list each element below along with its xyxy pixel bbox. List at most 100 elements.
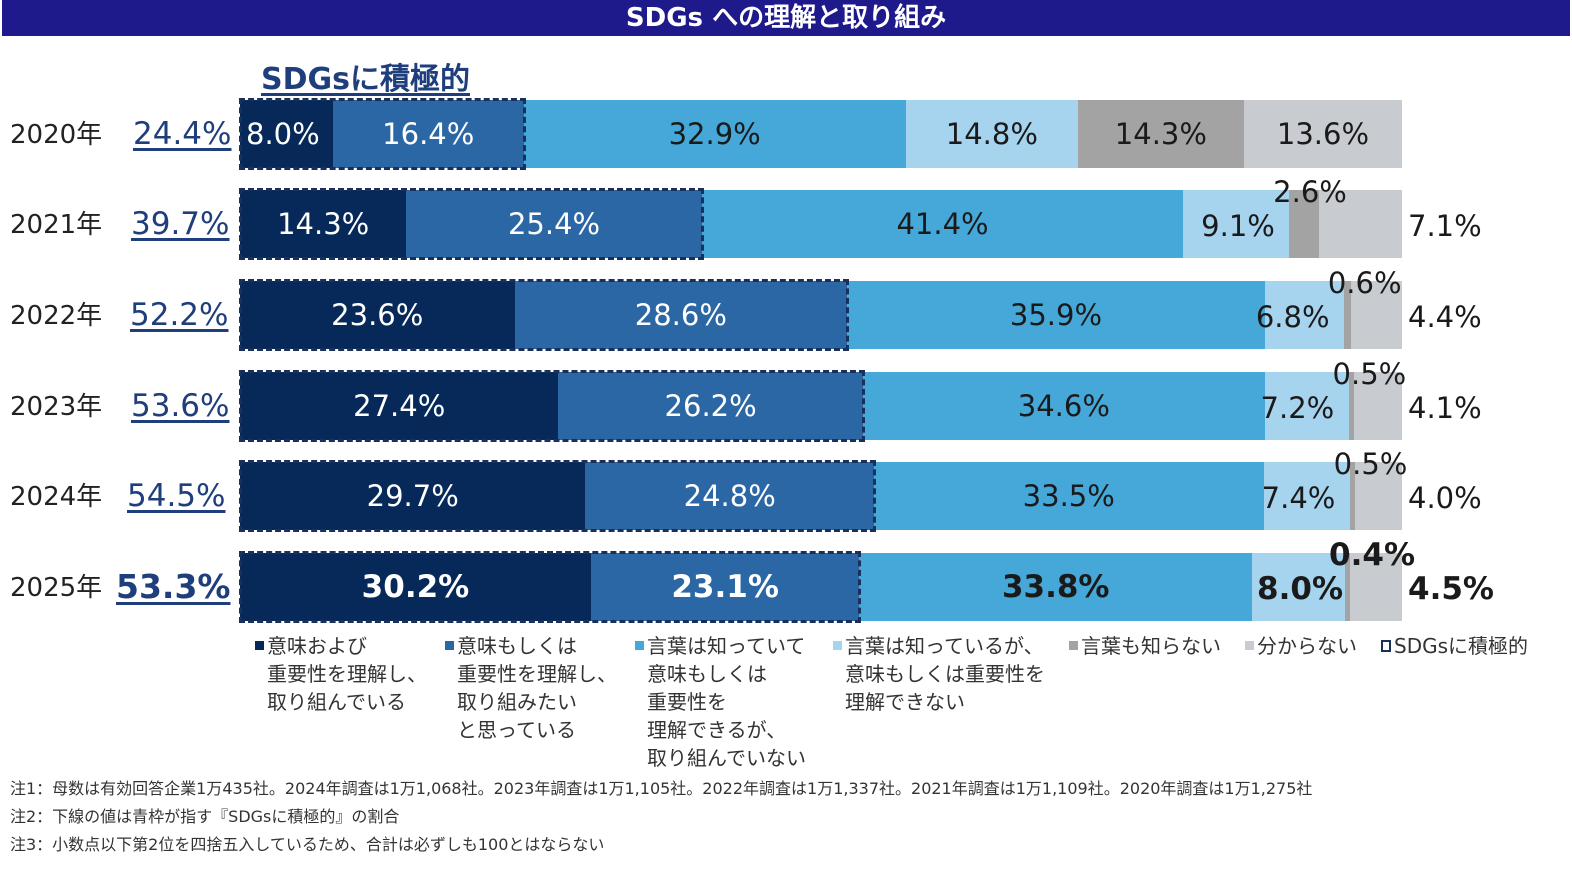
legend-item: 言葉は知っていて 意味もしくは 重要性を 理解できるが、 取り組んでいない xyxy=(635,632,806,772)
legend-item: 言葉は知っているが、 意味もしくは重要性を 理解できない xyxy=(833,632,1045,716)
data-label: 33.8% xyxy=(1001,569,1110,605)
data-label: 26.2% xyxy=(664,389,757,423)
legend-item: SDGsに積極的 xyxy=(1381,632,1528,660)
bar-segment xyxy=(1349,462,1356,530)
bar-segment xyxy=(847,281,1265,349)
bar-segment xyxy=(332,100,524,168)
year-label: 2025年 xyxy=(10,573,103,603)
legend-label: 意味および 重要性を理解し、 取り組んでいる xyxy=(267,634,427,714)
bar-segment xyxy=(240,190,407,258)
data-label: 27.4% xyxy=(353,389,446,423)
legend-label: SDGsに積極的 xyxy=(1394,634,1529,658)
note-2: 注2：下線の値は青枠が指す『SDGsに積極的』の割合 xyxy=(10,807,400,826)
chart-legend: 意味および 重要性を理解し、 取り組んでいる 意味もしくは 重要性を理解し、 取り… xyxy=(255,632,1565,772)
bar-segment xyxy=(585,462,874,530)
data-label: 0.5% xyxy=(1333,447,1408,481)
legend-label: 言葉も知らない xyxy=(1081,634,1221,658)
bar-segment xyxy=(1350,281,1402,349)
chart-subtitle: SDGsに積極的 xyxy=(261,62,470,97)
bar-segment xyxy=(873,462,1264,530)
positive-total-label: 54.5% xyxy=(127,478,226,514)
bar-segment xyxy=(1354,372,1402,440)
legend-label: 言葉は知っているが、 意味もしくは重要性を 理解できない xyxy=(845,634,1045,714)
legend-item: 分からない xyxy=(1245,632,1357,660)
year-label: 2021年 xyxy=(10,210,103,240)
positive-total-label: 39.7% xyxy=(131,206,230,242)
data-label: 14.3% xyxy=(1114,117,1207,151)
legend-item: 意味もしくは 重要性を理解し、 取り組みたい と思っている xyxy=(445,632,617,744)
legend-label: 言葉は知っていて 意味もしくは 重要性を 理解できるが、 取り組んでいない xyxy=(647,634,806,770)
year-label: 2022年 xyxy=(10,301,103,331)
data-label: 14.3% xyxy=(277,207,370,241)
data-label: 9.1% xyxy=(1201,209,1275,243)
year-label: 2024年 xyxy=(10,482,103,512)
bar-segment xyxy=(905,100,1078,168)
bar-segment xyxy=(859,553,1253,621)
data-label: 35.9% xyxy=(1009,298,1103,332)
data-label: 7.4% xyxy=(1261,481,1336,515)
data-label: 7.2% xyxy=(1260,391,1335,425)
bar-segment xyxy=(558,372,863,440)
data-label: 24.8% xyxy=(683,479,776,513)
data-label: 32.9% xyxy=(668,117,761,151)
data-label: 25.4% xyxy=(507,207,601,241)
legend-item: 言葉も知らない xyxy=(1069,632,1221,660)
bar-segment xyxy=(590,553,860,621)
legend-swatch xyxy=(1069,641,1078,650)
bar-segment xyxy=(701,190,1184,258)
bar-segment xyxy=(1252,553,1346,621)
data-label: 4.0% xyxy=(1408,481,1482,515)
data-label: 4.4% xyxy=(1408,300,1482,334)
year-label: 2020年 xyxy=(10,120,103,150)
data-label: 4.1% xyxy=(1408,391,1482,425)
bar-segment xyxy=(1243,100,1402,168)
data-label: 29.7% xyxy=(366,479,459,513)
data-label: 33.5% xyxy=(1022,479,1115,513)
data-label: 28.6% xyxy=(634,298,727,332)
bar-segment xyxy=(1289,190,1320,258)
legend-item: 意味および 重要性を理解し、 取り組んでいる xyxy=(255,632,427,716)
legend-label: 分からない xyxy=(1257,634,1357,658)
bar-segment xyxy=(1264,372,1349,440)
data-label: 41.4% xyxy=(896,207,989,241)
legend-swatch xyxy=(445,641,454,650)
data-label: 23.1% xyxy=(671,569,779,605)
data-label: 0.6% xyxy=(1327,266,1402,300)
note-1: 注1：母数は有効回答企業1万435社。2024年調査は1万1,068社。2023… xyxy=(10,779,1313,798)
data-label: 30.2% xyxy=(361,569,470,605)
bar-segment xyxy=(1264,281,1344,349)
legend-swatch xyxy=(635,641,644,650)
data-label: 16.4% xyxy=(382,117,475,151)
data-label: 2.6% xyxy=(1273,175,1347,209)
data-label: 4.5% xyxy=(1408,571,1494,607)
positive-total-label: 53.3% xyxy=(116,567,231,606)
bar-segment xyxy=(1349,553,1402,621)
bar-segment xyxy=(1348,372,1355,440)
chart-title: SDGs への理解と取り組み xyxy=(2,0,1570,36)
bar-segment xyxy=(240,100,333,168)
bar-segment xyxy=(1355,462,1402,530)
bar-segment xyxy=(1343,281,1351,349)
bar-segment xyxy=(862,372,1265,440)
bar-segment xyxy=(1345,553,1350,621)
legend-swatch-dashed-box xyxy=(1381,639,1391,652)
data-label: 34.6% xyxy=(1017,389,1110,423)
data-label: 7.1% xyxy=(1408,209,1482,243)
bar-segment xyxy=(240,462,586,530)
data-label: 14.8% xyxy=(945,117,1038,151)
legend-swatch xyxy=(1245,641,1254,650)
positive-total-label: 53.6% xyxy=(131,388,230,424)
legend-swatch xyxy=(255,641,264,650)
legend-label: 意味もしくは 重要性を理解し、 取り組みたい と思っている xyxy=(457,634,617,742)
bar-segment xyxy=(1183,190,1290,258)
bar-segment xyxy=(514,281,848,349)
legend-swatch xyxy=(833,641,842,650)
data-label: 0.4% xyxy=(1329,537,1416,573)
bar-segment xyxy=(523,100,906,168)
bar-segment xyxy=(240,553,591,621)
bar-segment xyxy=(1319,190,1402,258)
data-label: 23.6% xyxy=(331,298,424,332)
data-label: 13.6% xyxy=(1276,117,1370,151)
positive-total-label: 52.2% xyxy=(130,297,229,333)
bar-segment xyxy=(1263,462,1350,530)
